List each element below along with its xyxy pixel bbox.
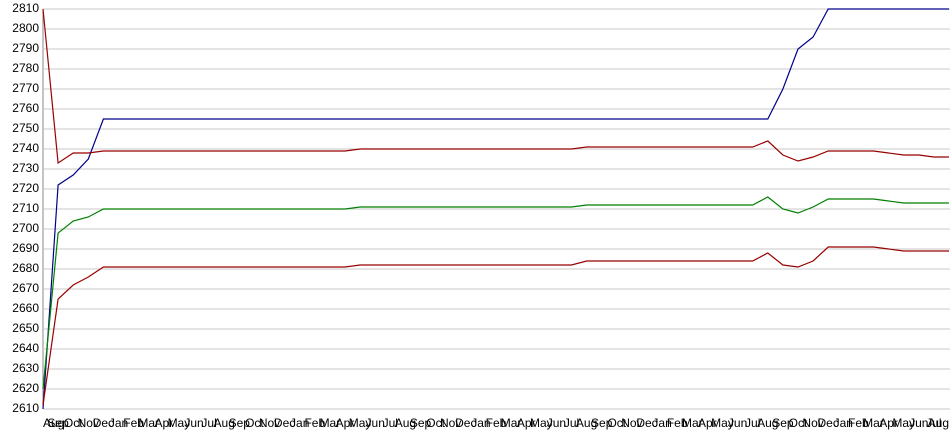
x-tick-label: Apr [517, 416, 536, 430]
x-tick-label: Jun [728, 416, 747, 430]
y-tick-label: 2720 [12, 181, 39, 195]
x-tick-label: Jul [745, 416, 760, 430]
x-tick-label: Aug [757, 416, 778, 430]
x-tick-label: Feb [486, 416, 507, 430]
series-line [42, 246, 949, 406]
y-tick-label: 2660 [12, 301, 39, 315]
x-tick-label: Jan [652, 416, 671, 430]
x-tick-label: Sep [591, 416, 613, 430]
y-tick-label: 2630 [12, 361, 39, 375]
x-tick-label: Apr [698, 416, 717, 430]
x-tick-label: Apr [879, 416, 898, 430]
x-tick-label: Jun [547, 416, 566, 430]
x-tick-label: Oct [245, 416, 264, 430]
x-tick-label: Mar [863, 416, 884, 430]
x-tick-label: Feb [304, 416, 325, 430]
x-tick-label: Aug [928, 416, 949, 430]
x-tick-label: May [530, 416, 553, 430]
x-tick-label: May [711, 416, 734, 430]
y-tick-label: 2650 [12, 321, 39, 335]
x-tick-label: Sep [772, 416, 794, 430]
x-tick-label: Mar [501, 416, 522, 430]
x-tick-label: Oct [607, 416, 626, 430]
x-tick-label: Sep [229, 416, 251, 430]
x-tick-label: Aug [214, 416, 235, 430]
x-tick-label: Aug [576, 416, 597, 430]
series-line [42, 8, 949, 165]
x-tick-label: Aug [395, 416, 416, 430]
x-tick-label: Mar [682, 416, 703, 430]
x-tick-label: Feb [667, 416, 688, 430]
x-tick-label: Dec [636, 416, 657, 430]
x-tick-label: Mar [320, 416, 341, 430]
x-tick-label: Apr [336, 416, 355, 430]
y-tick-label: 2800 [12, 21, 39, 35]
x-tick-label: Oct [789, 416, 808, 430]
x-tick-label: Apr [154, 416, 173, 430]
y-tick-label: 2640 [12, 341, 39, 355]
y-tick-label: 2740 [12, 141, 39, 155]
x-tick-label: Mar [138, 416, 159, 430]
x-tick-label: Nov [621, 416, 642, 430]
x-tick-label: Feb [848, 416, 869, 430]
y-tick-label: 2780 [12, 61, 39, 75]
x-tick-label: Jul [564, 416, 579, 430]
y-tick-label: 2790 [12, 41, 39, 55]
x-tick-label: Jul [926, 416, 941, 430]
x-tick-label: Nov [259, 416, 280, 430]
y-tick-label: 2770 [12, 81, 39, 95]
y-tick-label: 2700 [12, 221, 39, 235]
x-tick-label: Jan [290, 416, 309, 430]
y-tick-label: 2810 [12, 1, 39, 15]
x-tick-label: Jan [109, 416, 128, 430]
y-tick-label: 2680 [12, 261, 39, 275]
x-tick-label: Dec [93, 416, 114, 430]
y-tick-label: 2750 [12, 121, 39, 135]
x-tick-label: Sep [47, 416, 69, 430]
x-tick-label: Jul [201, 416, 216, 430]
x-tick-label: Nov [440, 416, 461, 430]
x-tick-label: Oct [426, 416, 445, 430]
y-tick-label: 2670 [12, 281, 39, 295]
y-tick-label: 2690 [12, 241, 39, 255]
x-tick-label: Oct [64, 416, 83, 430]
x-tick-label: Jun [366, 416, 385, 430]
y-tick-label: 2620 [12, 381, 39, 395]
x-tick-label: Aug [43, 416, 64, 430]
y-tick-label: 2710 [12, 201, 39, 215]
x-tick-label: May [349, 416, 372, 430]
x-tick-label: Jun [909, 416, 928, 430]
x-tick-label: Nov [78, 416, 99, 430]
series-line [42, 196, 949, 390]
x-tick-label: Jun [184, 416, 203, 430]
x-tick-label: Dec [818, 416, 839, 430]
x-tick-label: Jul [383, 416, 398, 430]
y-tick-label: 2760 [12, 101, 39, 115]
x-tick-label: Jan [471, 416, 490, 430]
x-tick-label: Dec [455, 416, 476, 430]
x-tick-label: May [892, 416, 915, 430]
x-tick-label: Dec [274, 416, 295, 430]
series-line [42, 8, 949, 410]
x-tick-label: Feb [123, 416, 144, 430]
y-tick-label: 2730 [12, 161, 39, 175]
x-tick-label: Nov [802, 416, 823, 430]
x-tick-label: Jan [834, 416, 853, 430]
x-tick-label: May [168, 416, 191, 430]
x-tick-label: Sep [410, 416, 432, 430]
y-tick-label: 2610 [12, 401, 39, 415]
